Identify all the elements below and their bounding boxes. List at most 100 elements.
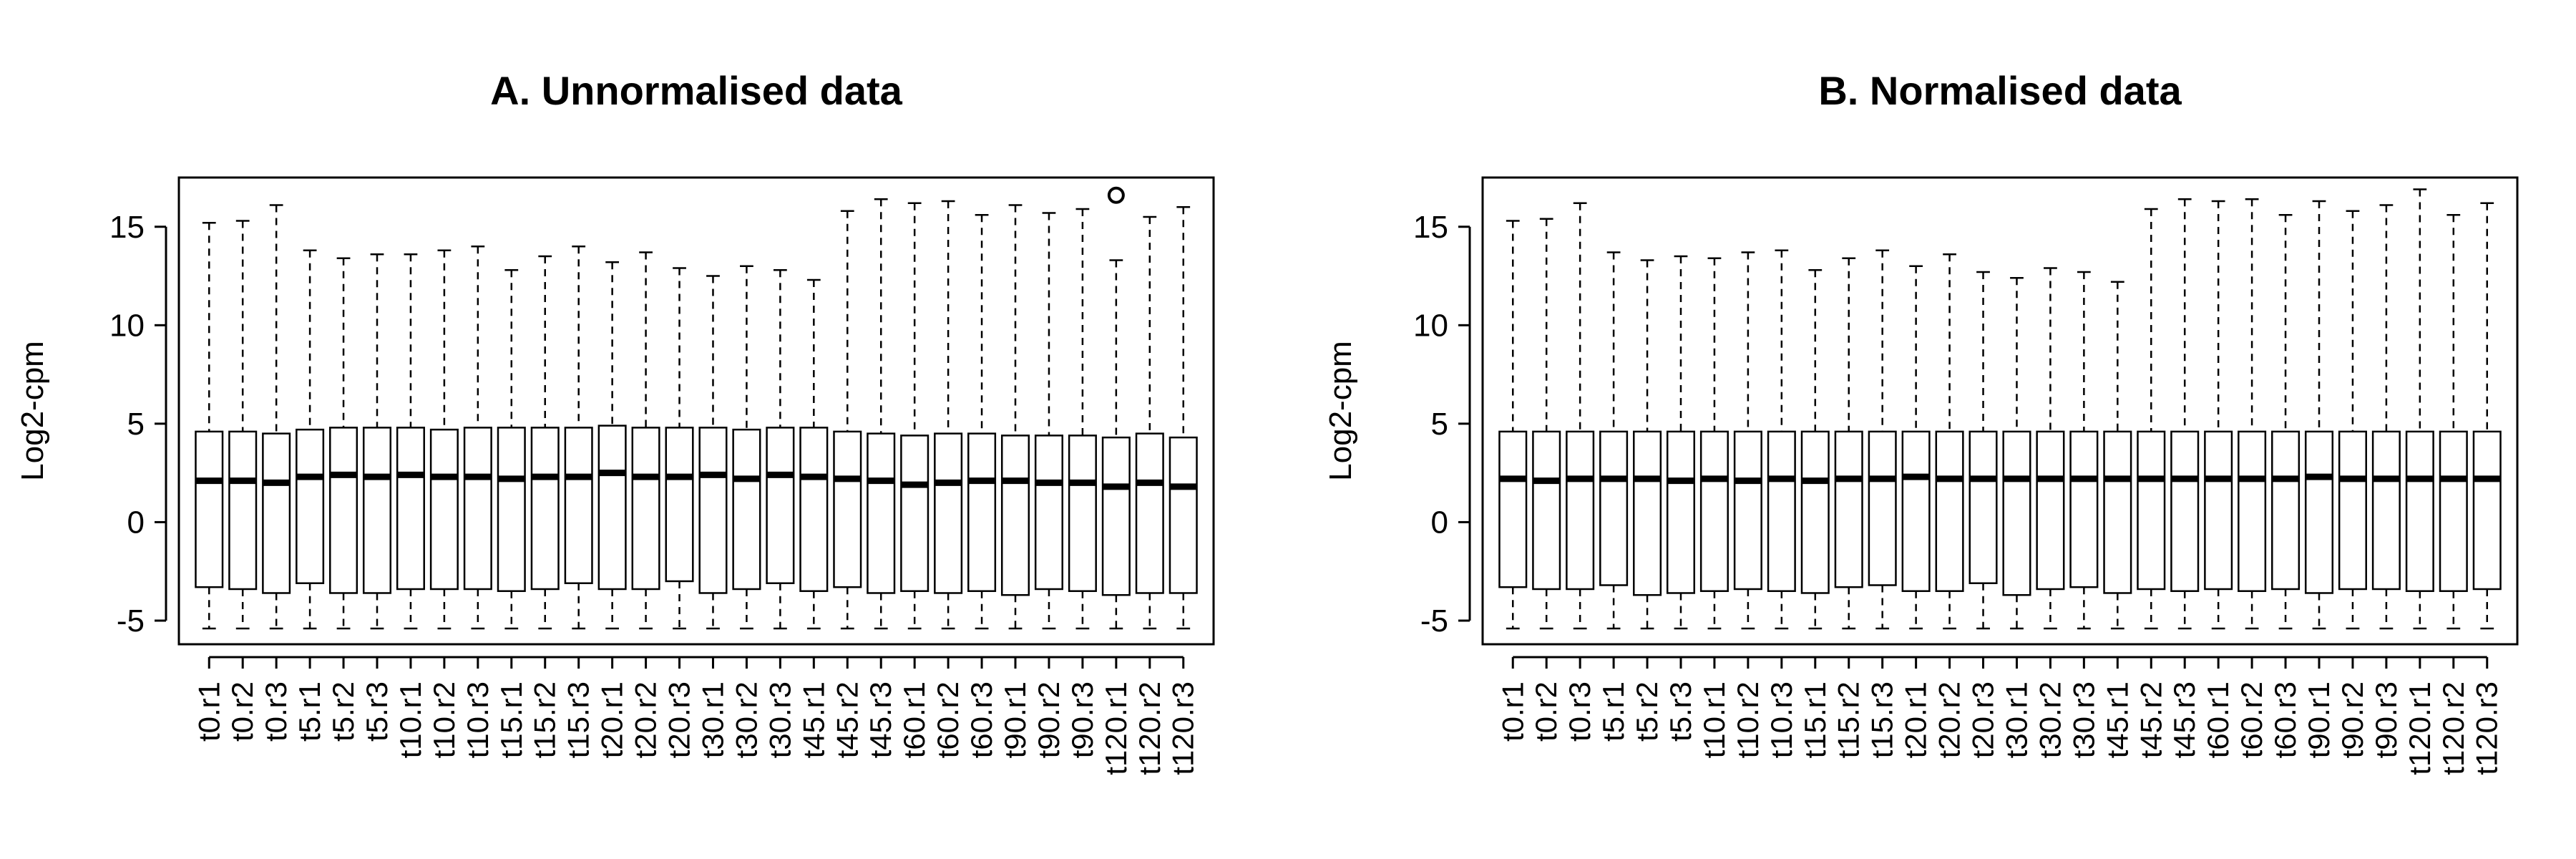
box-t120-r2 xyxy=(2439,214,2468,630)
iqr-box xyxy=(1800,430,1830,594)
x-tick-label: t10.r3 xyxy=(461,681,494,758)
box-t10-r3 xyxy=(1767,249,1796,630)
iqr-box xyxy=(732,428,761,591)
iqr-box xyxy=(2103,430,2132,594)
box-t45-r3 xyxy=(867,198,896,630)
x-tick-label: t120.r1 xyxy=(2403,681,2436,775)
box-t120-r3 xyxy=(2472,202,2502,630)
x-tick-label: t20.r2 xyxy=(1933,681,1966,758)
box-t90-r3 xyxy=(2371,204,2401,630)
x-tick-label: t30.r2 xyxy=(2033,681,2067,758)
box-t20-r3 xyxy=(1968,271,1998,630)
iqr-box xyxy=(631,427,660,591)
box-t30-r3 xyxy=(766,269,795,630)
iqr-box xyxy=(1834,430,1863,588)
x-tick-label: t60.r1 xyxy=(897,681,931,758)
x-tick-label: t5.r3 xyxy=(360,681,394,742)
panel-a-unnormalised: A. Unnormalised data Log2-cpm -5 0 5 10 15 t0.r… xyxy=(15,68,1215,775)
box-t0-r2 xyxy=(1532,218,1561,630)
chart-title: B. Normalised data xyxy=(1818,68,2182,113)
iqr-box xyxy=(698,427,728,594)
box-t5-r1 xyxy=(1599,251,1629,630)
x-tick-label: t10.r1 xyxy=(394,681,427,758)
x-tick-label: t15.r3 xyxy=(1865,681,1899,758)
iqr-box xyxy=(2371,430,2401,591)
iqr-box xyxy=(1733,430,1762,591)
box-t5-r1 xyxy=(296,249,325,630)
iqr-box xyxy=(362,427,392,594)
iqr-box xyxy=(1767,430,1796,592)
x-tick-label: t5.r1 xyxy=(1596,681,1630,742)
iqr-box xyxy=(1699,430,1729,592)
y-axis-label: Log2-cpm xyxy=(15,341,50,481)
iqr-box xyxy=(1169,436,1198,594)
box-t20-r3 xyxy=(665,267,694,630)
iqr-box xyxy=(967,432,997,592)
iqr-box xyxy=(1498,430,1528,588)
x-tick-label: t120.r3 xyxy=(1166,681,1200,775)
iqr-box xyxy=(2137,430,2166,591)
x-tick-label: t90.r2 xyxy=(1032,681,1065,758)
box-t15-r3 xyxy=(1868,249,1897,630)
y-tick-label: -5 xyxy=(117,603,145,639)
x-tick-label: t90.r3 xyxy=(2369,681,2403,758)
box-t90-r2 xyxy=(2338,210,2367,630)
x-tick-label: t45.r3 xyxy=(2167,681,2201,758)
box-t20-r2 xyxy=(631,251,660,630)
iqr-box xyxy=(1101,436,1131,596)
x-tick-label: t5.r2 xyxy=(326,681,360,742)
iqr-box xyxy=(900,435,930,592)
box-t60-r2 xyxy=(2238,198,2267,630)
box-t10-r3 xyxy=(463,246,492,630)
x-tick-label: t120.r2 xyxy=(2436,681,2470,775)
iqr-box xyxy=(1135,432,1164,594)
x-tick-label: t90.r3 xyxy=(1065,681,1099,758)
iqr-box xyxy=(2002,430,2031,596)
box-t0-r3 xyxy=(262,204,291,630)
x-tick-label: t5.r1 xyxy=(293,681,326,742)
x-tick-label: t60.r2 xyxy=(931,681,965,758)
box-t10-r2 xyxy=(429,249,459,630)
box-t0-r1 xyxy=(1498,220,1528,630)
box-t45-r1 xyxy=(2103,281,2132,630)
x-tick-label: t20.r1 xyxy=(595,681,629,758)
box-t10-r1 xyxy=(396,253,425,630)
box-t90-r3 xyxy=(1068,208,1097,630)
box-t10-r2 xyxy=(1733,251,1762,630)
x-tick-label: t20.r3 xyxy=(1966,681,2000,758)
y-tick-label: -5 xyxy=(1420,603,1448,639)
box-t90-r1 xyxy=(1000,204,1030,630)
box-t15-r1 xyxy=(497,269,526,630)
x-tick-label: t30.r1 xyxy=(1999,681,2033,758)
iqr-box xyxy=(262,432,291,594)
x-tick-label: t120.r3 xyxy=(2470,681,2504,775)
box-t60-r1 xyxy=(2204,200,2233,630)
iqr-box xyxy=(1633,430,1662,596)
box-t20-r2 xyxy=(1935,253,1964,630)
iqr-box xyxy=(1901,430,1931,592)
iqr-box xyxy=(1868,430,1897,586)
box-t5-r3 xyxy=(1666,255,1696,630)
box-t120-r1 xyxy=(1101,259,1131,630)
iqr-box xyxy=(1034,435,1063,591)
box-t15-r2 xyxy=(530,255,560,630)
iqr-box xyxy=(396,427,425,591)
x-tick-label: t30.r3 xyxy=(763,681,796,758)
box-t15-r3 xyxy=(564,246,593,630)
iqr-box xyxy=(2170,430,2200,592)
x-tick-label: t5.r2 xyxy=(1630,681,1664,742)
x-tick-label: t45.r2 xyxy=(2134,681,2167,758)
box-t30-r1 xyxy=(2002,277,2031,630)
x-tick-label: t90.r1 xyxy=(998,681,1032,758)
x-tick-label: t15.r1 xyxy=(1798,681,1832,758)
x-tick-label: t90.r2 xyxy=(2336,681,2369,758)
iqr-box xyxy=(867,432,896,594)
x-tick-label: t0.r2 xyxy=(225,681,259,742)
x-tick-label: t10.r2 xyxy=(1731,681,1765,758)
iqr-box xyxy=(1968,430,1998,584)
iqr-box xyxy=(665,427,694,583)
box-t10-r1 xyxy=(1699,257,1729,630)
x-tick-label: t60.r2 xyxy=(2235,681,2268,758)
iqr-box xyxy=(2405,430,2434,592)
